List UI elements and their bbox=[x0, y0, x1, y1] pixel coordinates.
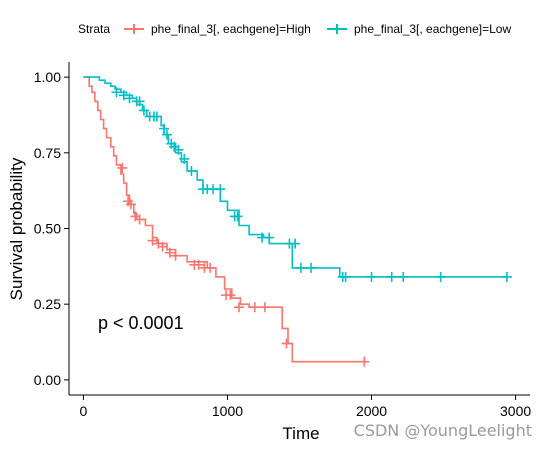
censor-mark-low bbox=[340, 271, 351, 282]
y-tick-label: 0.50 bbox=[34, 221, 61, 237]
x-tick-label: 1000 bbox=[212, 403, 243, 419]
legend-key-high bbox=[124, 24, 144, 34]
censor-mark-high bbox=[205, 262, 216, 273]
censor-mark-high bbox=[233, 302, 244, 313]
censor-mark-low bbox=[179, 153, 190, 164]
y-tick-label: 0.75 bbox=[34, 145, 61, 161]
censor-mark-low bbox=[306, 262, 317, 273]
censor-mark-low bbox=[118, 90, 129, 101]
censor-mark-low bbox=[501, 271, 512, 282]
y-ticks: 0.00 0.25 0.50 0.75 1.00 bbox=[34, 69, 69, 388]
censor-mark-low bbox=[161, 129, 172, 140]
censor-mark-low bbox=[386, 271, 397, 282]
censor-mark-high bbox=[134, 214, 145, 225]
censor-mark-high bbox=[259, 302, 270, 313]
legend-key-low bbox=[327, 24, 347, 34]
y-tick-label: 1.00 bbox=[34, 69, 61, 85]
censor-mark-low bbox=[151, 111, 162, 122]
censor-mark-high bbox=[249, 302, 260, 313]
censor-mark-low bbox=[138, 105, 149, 116]
y-axis-title: Survival probability bbox=[7, 157, 26, 300]
censor-mark-high bbox=[117, 162, 128, 173]
legend-label-high: phe_final_3[, eachgene]=High bbox=[151, 22, 311, 36]
censor-mark-high bbox=[225, 290, 236, 301]
censor-mark-low bbox=[134, 96, 145, 107]
censor-mark-low bbox=[173, 144, 184, 155]
censor-mark-low bbox=[295, 262, 306, 273]
survival-curves bbox=[83, 76, 512, 367]
x-axis-title: Time bbox=[282, 424, 319, 443]
censor-mark-low bbox=[111, 87, 122, 98]
x-tick-label: 2000 bbox=[356, 403, 387, 419]
x-ticks: 0 1000 2000 3000 bbox=[80, 395, 531, 419]
censor-mark-high bbox=[359, 356, 370, 367]
censor-mark-low bbox=[435, 271, 446, 282]
legend-label-low: phe_final_3[, eachgene]=Low bbox=[354, 22, 511, 36]
censor-mark-high bbox=[125, 199, 136, 210]
x-tick-label: 0 bbox=[80, 403, 88, 419]
censor-mark-low bbox=[232, 211, 243, 222]
censor-mark-high bbox=[164, 247, 175, 258]
y-tick-label: 0.00 bbox=[34, 372, 61, 388]
censor-mark-high bbox=[281, 338, 292, 349]
censor-mark-low bbox=[366, 271, 377, 282]
censor-mark-low bbox=[215, 184, 226, 195]
censor-mark-low bbox=[186, 165, 197, 176]
censor-mark-low bbox=[290, 238, 301, 249]
censor-mark-high bbox=[157, 241, 168, 252]
censor-mark-low bbox=[124, 93, 135, 104]
censor-mark-low bbox=[159, 123, 170, 134]
watermark-text: CSDN @YoungLeelight bbox=[353, 421, 532, 440]
p-value-annotation: p < 0.0001 bbox=[98, 313, 184, 333]
censor-mark-high bbox=[147, 235, 158, 246]
x-tick-label: 3000 bbox=[500, 403, 531, 419]
legend-title: Strata bbox=[78, 22, 110, 36]
legend: Strata phe_final_3[, eachgene]=High phe_… bbox=[78, 22, 511, 36]
y-tick-label: 0.25 bbox=[34, 296, 61, 312]
censor-mark-high bbox=[193, 259, 204, 270]
censor-mark-low bbox=[398, 271, 409, 282]
censor-mark-low bbox=[264, 232, 275, 243]
censor-mark-high bbox=[170, 250, 181, 261]
